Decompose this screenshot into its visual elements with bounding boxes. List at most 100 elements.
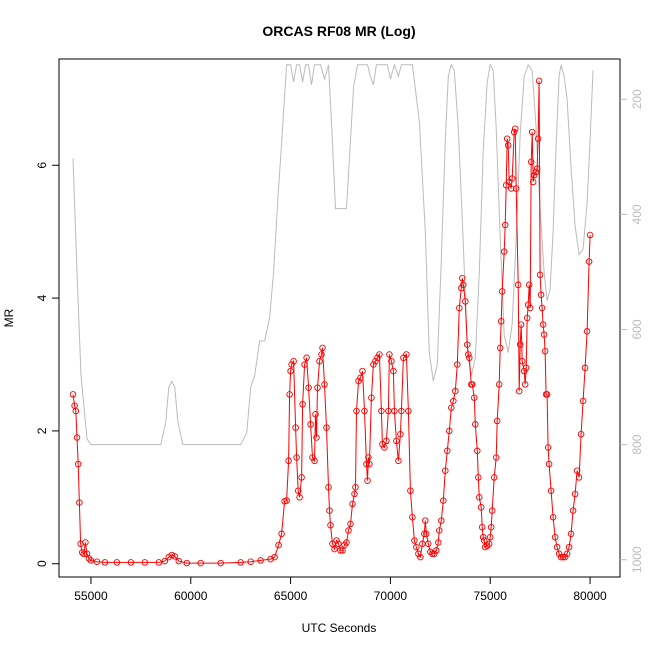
data-point: [526, 304, 534, 312]
data-point: [78, 549, 86, 556]
data-point: [541, 347, 549, 355]
data-point: [296, 494, 303, 501]
data-point: [497, 318, 505, 325]
data-point: [101, 559, 109, 566]
data-point: [524, 301, 532, 308]
data-point: [316, 357, 323, 365]
data-point: [520, 367, 528, 375]
data-point: [452, 387, 459, 395]
data-point: [563, 550, 571, 558]
data-point: [388, 357, 395, 365]
data-point: [544, 444, 552, 451]
data-point: [545, 460, 553, 468]
data-point: [518, 357, 526, 365]
data-point: [421, 530, 428, 538]
data-point: [538, 304, 546, 312]
data-point: [522, 364, 530, 372]
data-point: [365, 454, 372, 461]
y2-axis: 200 400 600 800 1000: [620, 89, 644, 573]
data-point: [331, 545, 338, 553]
data-point: [503, 135, 511, 142]
data-point: [515, 387, 523, 395]
data-point: [504, 142, 512, 149]
data-point: [471, 394, 478, 401]
grey-series: [72, 63, 594, 446]
data-point: [512, 185, 520, 192]
data-point: [565, 543, 573, 551]
x-tick-label: 65000: [274, 589, 308, 603]
data-point: [93, 558, 101, 565]
data-point: [543, 391, 551, 398]
data-point: [275, 541, 282, 549]
data-point: [77, 540, 84, 548]
data-point: [521, 381, 529, 388]
data-point: [161, 557, 169, 565]
data-point: [72, 407, 80, 415]
data-point: [583, 328, 591, 335]
x-tick-label: 80000: [573, 589, 607, 603]
data-point: [378, 407, 385, 415]
data-point: [326, 507, 333, 514]
data-point: [325, 484, 332, 491]
data-point: [413, 543, 420, 551]
y-axis: 0 2 4 6: [35, 162, 60, 567]
data-point: [477, 504, 485, 511]
data-point: [454, 361, 461, 368]
data-point: [527, 158, 535, 166]
data-point: [476, 494, 483, 501]
data-point: [333, 537, 340, 544]
data-point: [87, 557, 95, 564]
data-point: [459, 274, 466, 282]
data-point: [168, 551, 176, 559]
data-point: [458, 284, 465, 292]
data-point: [359, 367, 366, 375]
data-point: [450, 397, 457, 405]
data-point: [442, 467, 449, 474]
data-point: [337, 547, 344, 554]
data-point: [581, 364, 589, 372]
data-point: [529, 178, 537, 186]
data-point: [569, 507, 577, 514]
data-point: [395, 457, 402, 465]
data-point: [141, 559, 149, 566]
data-point: [533, 165, 541, 172]
data-point: [474, 447, 481, 455]
data-point: [460, 281, 467, 289]
data-point: [398, 407, 405, 415]
data-point: [480, 537, 488, 544]
data-point: [355, 377, 362, 385]
data-point: [175, 557, 183, 565]
data-point: [557, 553, 565, 561]
data-point: [492, 454, 500, 461]
data-point: [349, 500, 356, 508]
data-point: [525, 281, 533, 289]
data-point: [433, 547, 440, 554]
data-point: [469, 381, 476, 388]
data-point: [448, 404, 455, 411]
data-point: [500, 248, 508, 255]
data-point: [321, 381, 328, 388]
data-point: [285, 457, 292, 465]
data-point: [496, 344, 504, 352]
data-point: [403, 351, 410, 358]
data-point: [312, 411, 319, 418]
data-point: [585, 258, 593, 265]
data-point: [383, 437, 390, 445]
data-point: [488, 507, 496, 514]
x-tick-label: 75000: [474, 589, 508, 603]
grey-series-line: [72, 63, 594, 446]
data-point: [534, 135, 542, 142]
x-tick-label: 55000: [74, 589, 108, 603]
data-point: [483, 542, 491, 550]
data-point: [511, 125, 519, 132]
data-point: [417, 553, 424, 561]
data-point: [311, 457, 318, 465]
data-point: [549, 513, 557, 521]
data-point: [508, 175, 516, 182]
data-point: [537, 291, 545, 299]
data-point: [293, 454, 300, 461]
chart-title: ORCAS RF08 MR (Log): [262, 23, 415, 39]
data-point: [155, 559, 163, 566]
data-point: [422, 517, 429, 524]
data-point: [510, 128, 518, 136]
